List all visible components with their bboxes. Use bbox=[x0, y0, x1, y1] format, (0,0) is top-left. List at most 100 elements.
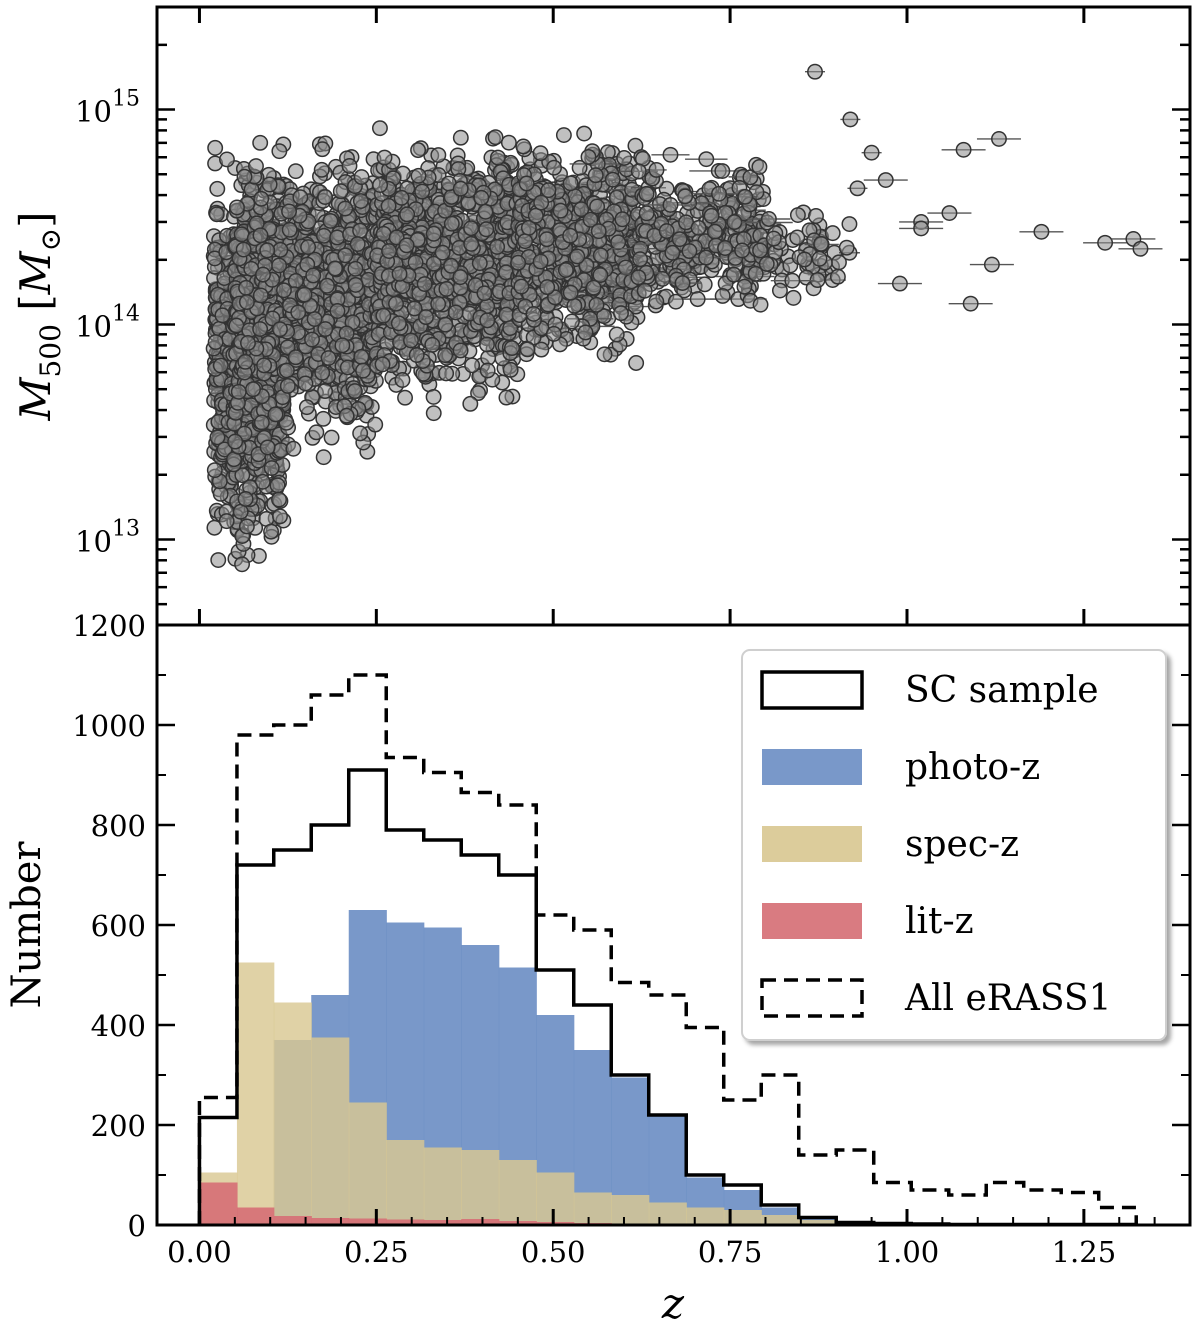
scatter-point bbox=[261, 176, 278, 193]
scatter-point bbox=[269, 477, 286, 494]
legend-item: SC sample bbox=[760, 670, 1099, 711]
scatter-point bbox=[296, 286, 313, 303]
scatter-point bbox=[751, 158, 768, 175]
scatter-point bbox=[425, 255, 442, 272]
scatter-point bbox=[292, 189, 309, 206]
scatter-point bbox=[353, 348, 370, 365]
x-tick-label: 1.25 bbox=[1052, 1235, 1117, 1269]
scatter-point bbox=[540, 182, 557, 199]
scatter-point bbox=[263, 460, 280, 477]
scatter-point bbox=[322, 212, 339, 229]
scatter-point bbox=[470, 385, 487, 402]
scatter-point bbox=[406, 300, 423, 317]
hist-bar-lit-z bbox=[461, 1219, 500, 1225]
scatter-point bbox=[452, 342, 469, 359]
scatter-point bbox=[297, 375, 314, 392]
y-tick-label: 800 bbox=[91, 809, 146, 843]
scatter-point bbox=[253, 190, 270, 207]
scatter-point bbox=[337, 200, 354, 217]
scatter-point bbox=[471, 255, 488, 272]
y-tick-label: 200 bbox=[91, 1109, 146, 1143]
scatter-point bbox=[434, 244, 451, 261]
scatter-point bbox=[452, 180, 469, 197]
scatter-point bbox=[314, 364, 331, 381]
scatter-point bbox=[398, 237, 415, 254]
scatter-point bbox=[913, 220, 930, 237]
x-axis-title: z bbox=[661, 1279, 685, 1328]
top-y-axis-title: M500 [M⊙] bbox=[11, 211, 67, 421]
scatter-point bbox=[352, 222, 369, 239]
x-tick-label: 0.75 bbox=[698, 1235, 763, 1269]
scatter-point bbox=[430, 295, 447, 312]
scatter-point bbox=[236, 168, 253, 185]
scatter-point bbox=[510, 254, 527, 271]
scatter-point bbox=[796, 251, 813, 268]
scatter-point bbox=[347, 260, 364, 277]
scatter-point bbox=[689, 291, 706, 308]
scatter-point bbox=[252, 134, 269, 151]
scatter-point bbox=[256, 357, 273, 374]
scatter-point bbox=[281, 203, 297, 220]
scatter-point bbox=[518, 175, 535, 192]
hist-bar-lit-z bbox=[423, 1220, 462, 1225]
scatter-point bbox=[210, 552, 227, 568]
scatter-point bbox=[314, 141, 331, 158]
ylabel-main: M bbox=[11, 377, 60, 422]
scatter-point bbox=[355, 362, 372, 379]
ylabel-unit-sub: ⊙ bbox=[34, 228, 67, 251]
scatter-point bbox=[877, 172, 894, 188]
scatter-point bbox=[1132, 240, 1149, 257]
scatter-point bbox=[271, 491, 287, 508]
scatter-point bbox=[533, 194, 550, 211]
scatter-point bbox=[838, 239, 855, 256]
scatter-point bbox=[648, 293, 665, 310]
scatter-point bbox=[287, 273, 304, 289]
scatter-point bbox=[410, 142, 427, 159]
scatter-point bbox=[592, 247, 609, 264]
scatter-point bbox=[585, 279, 602, 296]
hist-bar-spec-z bbox=[236, 962, 275, 1225]
hist-bar-spec-z bbox=[498, 1160, 537, 1225]
scatter-point bbox=[279, 378, 296, 394]
scatter-point bbox=[227, 433, 244, 450]
hist-bar-lit-z bbox=[348, 1218, 387, 1225]
scatter-point bbox=[315, 410, 332, 427]
scatter-point bbox=[287, 349, 304, 366]
scatter-point bbox=[1097, 234, 1114, 251]
scatter-point bbox=[630, 163, 647, 180]
scatter-point bbox=[462, 395, 479, 412]
scatter-point bbox=[352, 193, 369, 210]
scatter-point bbox=[590, 223, 607, 240]
scatter-point bbox=[240, 335, 256, 351]
scatter-point bbox=[562, 284, 579, 301]
scatter-point bbox=[604, 171, 621, 188]
scatter-point bbox=[842, 111, 859, 128]
scatter-point bbox=[552, 202, 569, 219]
scatter-point bbox=[272, 241, 289, 258]
legend-swatch bbox=[762, 903, 862, 939]
scatter-point bbox=[487, 129, 504, 146]
scatter-point bbox=[252, 227, 269, 244]
scatter-point bbox=[566, 297, 583, 314]
scatter-point bbox=[237, 491, 254, 507]
scatter-point bbox=[367, 416, 384, 433]
scatter-point bbox=[305, 267, 322, 284]
hist-bar-spec-z bbox=[461, 1150, 500, 1225]
scatter-point bbox=[414, 183, 431, 200]
scatter-point bbox=[596, 346, 613, 363]
scatter-point bbox=[517, 233, 534, 250]
scatter-point bbox=[207, 139, 224, 156]
hist-bar-spec-z bbox=[348, 1102, 387, 1225]
x-tick-label: 0.50 bbox=[521, 1235, 586, 1269]
scatter-point bbox=[636, 282, 653, 299]
scatter-point bbox=[632, 251, 649, 268]
scatter-point bbox=[234, 556, 250, 573]
scatter-point bbox=[317, 189, 334, 206]
scatter-point bbox=[323, 429, 340, 446]
scatter-point bbox=[717, 240, 734, 256]
legend-item: lit-z bbox=[762, 901, 974, 942]
scatter-point bbox=[520, 219, 537, 236]
legend-item: All eRASS1 bbox=[760, 978, 1111, 1019]
